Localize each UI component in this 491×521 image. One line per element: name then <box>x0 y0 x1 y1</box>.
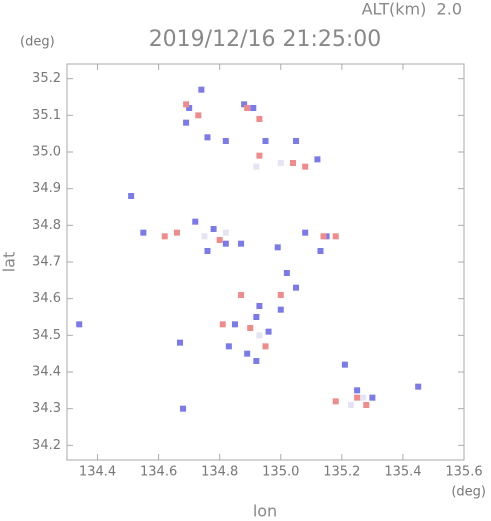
data-point <box>265 328 272 335</box>
y-tick-label: 34.2 <box>32 438 61 453</box>
data-point <box>415 383 422 390</box>
data-point <box>192 218 199 225</box>
y-unit: (deg) <box>20 35 55 50</box>
x-tick-label: 134.6 <box>140 465 177 480</box>
data-point <box>195 112 202 119</box>
y-tick-label: 34.9 <box>32 181 61 196</box>
chart-title: 2019/12/16 21:25:00 <box>149 27 382 52</box>
data-point <box>222 138 229 144</box>
x-tick-label: 135.6 <box>445 465 482 480</box>
data-point <box>354 387 361 394</box>
data-point <box>173 229 180 236</box>
data-point <box>238 292 245 298</box>
data-point <box>256 152 263 159</box>
data-point <box>222 229 229 236</box>
y-tick-label: 34.7 <box>32 255 61 270</box>
data-point <box>140 229 147 236</box>
y-tick-label: 34.4 <box>32 365 61 380</box>
data-point <box>277 292 284 298</box>
data-point <box>256 303 263 309</box>
data-point <box>253 314 260 320</box>
x-tick-label: 135.2 <box>323 465 360 480</box>
data-point <box>332 398 339 405</box>
data-point <box>256 116 263 122</box>
data-point <box>262 343 269 350</box>
y-axis-label: lat <box>0 252 19 273</box>
data-point <box>262 138 269 144</box>
data-point <box>210 226 217 232</box>
y-tick-label: 34.5 <box>32 328 61 343</box>
x-tick-label: 134.4 <box>79 465 116 480</box>
data-point <box>363 402 370 408</box>
plot-frame <box>66 63 465 461</box>
y-tick-label: 35.0 <box>32 145 61 160</box>
data-point <box>183 119 190 126</box>
data-point <box>302 163 309 170</box>
data-point <box>222 240 229 247</box>
x-tick-label: 135.4 <box>384 465 421 480</box>
data-point <box>238 240 245 247</box>
data-point <box>314 156 321 163</box>
data-point <box>176 339 183 346</box>
x-tick-label: 135.0 <box>262 465 299 480</box>
data-point <box>360 394 367 401</box>
data-point <box>128 193 135 199</box>
data-point <box>183 101 190 108</box>
data-point <box>332 233 339 240</box>
data-point <box>256 332 263 339</box>
y-tick-label: 35.1 <box>32 108 61 123</box>
data-point <box>317 248 324 254</box>
data-point <box>244 350 251 357</box>
y-tick-label: 34.8 <box>32 218 61 233</box>
data-point <box>241 101 248 108</box>
data-point <box>225 343 232 350</box>
data-point <box>204 248 211 254</box>
data-point <box>348 402 355 408</box>
data-point <box>293 138 300 144</box>
data-point <box>198 86 205 93</box>
data-point <box>186 105 193 111</box>
data-point <box>219 321 226 328</box>
y-tick-label: 35.2 <box>32 71 61 86</box>
data-point <box>277 306 284 313</box>
data-point <box>293 284 300 291</box>
data-point <box>250 105 257 111</box>
data-point <box>76 321 83 328</box>
x-axis-label: lon <box>253 502 277 521</box>
data-point <box>302 229 309 236</box>
data-point <box>274 244 281 251</box>
data-point <box>247 325 254 331</box>
data-point <box>277 160 284 166</box>
data-point <box>323 233 330 240</box>
data-point <box>253 163 260 170</box>
data-point <box>204 134 211 141</box>
data-point <box>201 233 208 240</box>
data-point <box>253 358 260 364</box>
data-point <box>289 160 296 166</box>
data-point <box>244 105 251 111</box>
data-point <box>231 321 238 328</box>
y-tick-label: 34.6 <box>32 291 61 306</box>
subtitle: ALT(km) 2.0 <box>362 0 462 19</box>
data-point <box>216 237 223 243</box>
data-point <box>369 394 376 401</box>
data-point <box>341 361 348 368</box>
data-point <box>161 233 168 240</box>
x-tick-label: 134.8 <box>201 465 238 480</box>
data-point <box>354 394 361 401</box>
data-point <box>283 270 290 276</box>
y-tick-label: 34.3 <box>32 401 61 416</box>
data-point <box>320 233 327 240</box>
data-point <box>180 405 187 412</box>
x-unit: (deg) <box>451 485 486 500</box>
